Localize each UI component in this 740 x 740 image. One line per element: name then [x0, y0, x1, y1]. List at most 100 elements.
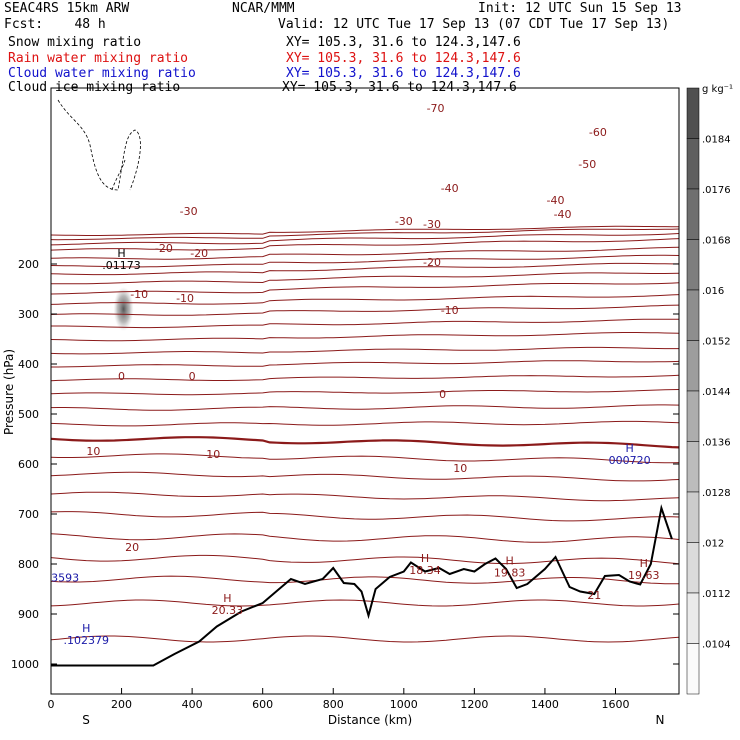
temperature-contour	[51, 254, 679, 268]
init-time: Init: 12 UTC Sun 15 Sep 13	[478, 1, 682, 16]
contour-label: 10	[206, 448, 220, 461]
contour-label: -30	[180, 205, 198, 218]
temperature-contour	[51, 436, 679, 449]
field-snow-label: Snow mixing ratio	[8, 35, 142, 50]
colorbar: .0104 .0112 .012 .0128 .0136 .0144 .0152 .016 .0…	[686, 84, 733, 695]
terrain-line	[51, 504, 673, 667]
y-tick-label: 700	[18, 508, 39, 521]
colorbar-tick-label: .0128	[702, 488, 731, 499]
temperature-contour	[51, 554, 679, 565]
colorbar-swatch	[686, 289, 700, 341]
x-tick-label: 400	[182, 698, 203, 711]
x-tick-label: 200	[111, 698, 132, 711]
colorbar-tick-label: .0176	[702, 185, 731, 196]
contour-label: 0	[439, 388, 446, 401]
colorbar-swatch	[686, 87, 700, 139]
x-end-label-south: S	[82, 713, 90, 727]
max-value-label: 19.63	[628, 569, 660, 582]
contour-label: -30	[423, 218, 441, 231]
contour-label: -10	[176, 292, 194, 305]
temperature-contour	[51, 346, 679, 355]
temperature-contour	[51, 533, 679, 543]
colorbar-swatch	[686, 491, 700, 543]
x-tick-label: 1200	[460, 698, 488, 711]
field-snow-xy: XY= 105.3, 31.6 to 124.3,147.6	[286, 35, 521, 50]
snow-max-shading	[113, 287, 134, 331]
contour-label: -20	[423, 256, 441, 269]
contour-label: 20	[125, 541, 139, 554]
center-label: NCAR/MMM	[232, 1, 295, 16]
colorbar-unit: g kg⁻¹	[702, 84, 733, 95]
y-tick-label: 800	[18, 558, 39, 571]
temperature-contour	[51, 491, 679, 502]
contour-label: 10	[453, 462, 467, 475]
contour-label: -20	[155, 242, 173, 255]
colorbar-tick-label: .0168	[702, 236, 731, 247]
temperature-contour	[51, 225, 679, 236]
colorbar-tick-label: .016	[702, 286, 724, 297]
temperature-contour	[51, 420, 679, 427]
x-axis-title: Distance (km)	[328, 713, 412, 727]
y-axis-title: Pressure (hPa)	[2, 349, 16, 435]
temperature-contour	[51, 233, 679, 246]
colorbar-tick-label: .0136	[702, 438, 731, 449]
contour-label: -10	[130, 288, 148, 301]
colorbar-swatch	[686, 188, 700, 240]
x-tick-label: 0	[48, 698, 55, 711]
x-tick-label: 600	[252, 698, 273, 711]
max-marker-label: H	[625, 442, 633, 455]
contour-label: -60	[589, 126, 607, 139]
cloud-ice-contour	[57, 99, 141, 191]
temperature-contour	[51, 294, 679, 305]
field-cloudwater-xy: XY= 105.3, 31.6 to 124.3,147.6	[286, 66, 521, 81]
temperature-contour	[51, 238, 679, 251]
max-marker-label: H	[506, 555, 514, 568]
temperature-contour	[51, 282, 679, 295]
temperature-contour	[51, 453, 679, 464]
contour-label: -10	[441, 304, 459, 317]
temperature-contour	[51, 374, 679, 382]
x-tick-label: 1600	[601, 698, 629, 711]
contour-label: 0	[189, 370, 196, 383]
colorbar-tick-label: .0112	[702, 589, 731, 600]
temperature-contour	[51, 575, 679, 585]
field-rain-xy: XY= 105.3, 31.6 to 124.3,147.6	[286, 51, 521, 66]
temperature-contour	[51, 360, 679, 368]
y-tick-label: 400	[18, 358, 39, 371]
max-value-label: 20.33	[212, 604, 244, 617]
model-title: SEAC4RS 15km ARW	[4, 1, 130, 16]
max-marker-label: H	[421, 552, 429, 565]
max-value-label: .102379	[64, 634, 110, 647]
contour-label: -70	[427, 102, 445, 115]
contour-label: -50	[578, 158, 596, 171]
field-rain-label: Rain water mixing ratio	[8, 51, 189, 66]
temperature-contour	[51, 262, 679, 276]
colorbar-swatch	[686, 390, 700, 442]
field-cloudwater-label: Cloud water mixing ratio	[8, 66, 196, 81]
temperature-contour	[51, 228, 679, 241]
plot-frame	[50, 87, 680, 695]
y-tick-label: 900	[18, 608, 39, 621]
max-value-label: .01173	[102, 259, 141, 272]
colorbar-swatch	[686, 239, 700, 291]
colorbar-tick-label: .0184	[702, 135, 731, 146]
max-value-label: 19.83	[494, 567, 526, 580]
max-marker-label: H	[117, 247, 125, 260]
colorbar-tick-label: .012	[702, 539, 724, 550]
max-marker-label: H	[223, 592, 231, 605]
max-value-label: 21	[587, 589, 601, 602]
temperature-contour	[51, 272, 679, 285]
x-tick-label: 1000	[390, 698, 418, 711]
colorbar-swatch	[686, 643, 700, 695]
y-tick-label: 300	[18, 308, 39, 321]
max-value-label: 000720	[609, 454, 651, 467]
temperature-contour	[51, 471, 679, 482]
colorbar-tick-label: .0104	[702, 640, 731, 651]
temperature-contour	[51, 389, 679, 396]
x-tick-label: 800	[323, 698, 344, 711]
valid-time: Valid: 12 UTC Tue 17 Sep 13 (07 CDT Tue …	[278, 17, 670, 32]
contour-label: -20	[190, 247, 208, 260]
colorbar-swatch	[686, 138, 700, 190]
temperature-contour	[51, 318, 679, 329]
